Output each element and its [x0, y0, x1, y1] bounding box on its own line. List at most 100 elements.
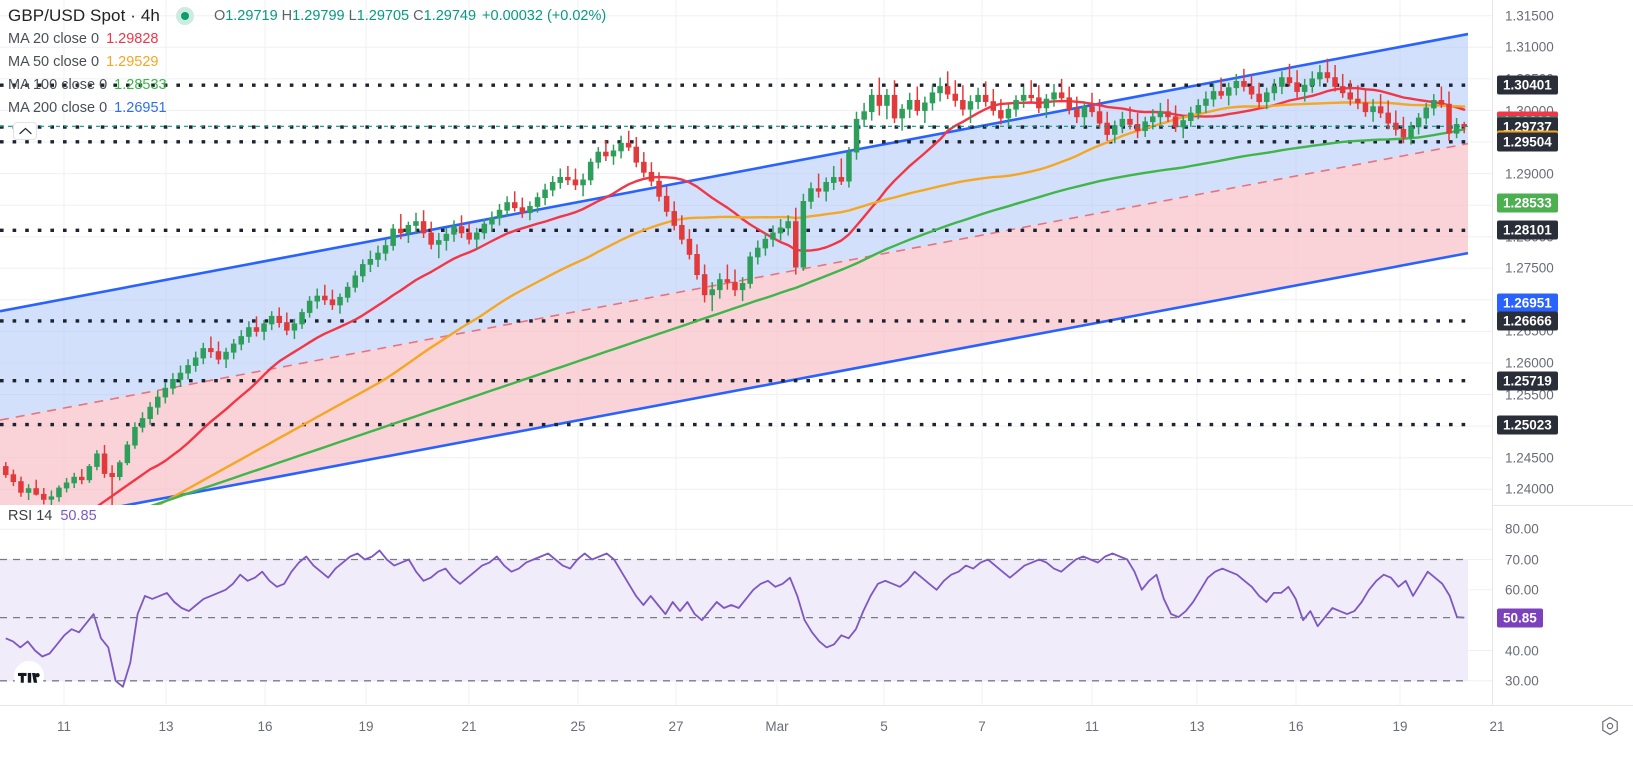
- candle: [192, 357, 199, 366]
- candle: [1188, 112, 1194, 121]
- candle: [831, 176, 837, 183]
- rsi-indicator-plot[interactable]: [0, 505, 1492, 705]
- candle: [1271, 86, 1278, 94]
- candle: [534, 197, 541, 207]
- candle: [10, 474, 17, 483]
- candle: [1074, 108, 1080, 118]
- candle: [1005, 108, 1012, 119]
- candle: [1172, 116, 1179, 128]
- time-axis-label: 13: [158, 719, 174, 734]
- candle: [785, 221, 791, 229]
- candle: [276, 315, 282, 323]
- price-axis[interactable]: 1.315001.310001.305001.300001.295001.290…: [1492, 0, 1633, 705]
- candle: [952, 93, 959, 101]
- candle: [625, 142, 632, 148]
- candle: [79, 476, 85, 481]
- candle: [808, 188, 814, 202]
- candle: [246, 327, 252, 337]
- candle: [215, 351, 222, 360]
- chart-settings-icon[interactable]: [1599, 716, 1621, 738]
- candle: [1195, 105, 1202, 114]
- candle: [48, 496, 55, 500]
- candle: [435, 240, 442, 245]
- candle: [109, 472, 115, 477]
- candle: [982, 94, 989, 103]
- ascending-channel[interactable]: [0, 32, 1469, 505]
- candle: [998, 110, 1004, 119]
- price-tag-1.26666[interactable]: 1.26666: [1497, 311, 1558, 331]
- candle: [238, 336, 244, 345]
- candle: [914, 100, 921, 111]
- price-gridline-label: 1.24000: [1505, 481, 1554, 497]
- ma-100-line: [150, 128, 1466, 505]
- moving-average-lines[interactable]: [6, 86, 1466, 505]
- rsi-band: [0, 559, 1468, 681]
- candle: [390, 228, 396, 246]
- candle: [1112, 125, 1118, 135]
- price-tag-1.28533[interactable]: 1.28533: [1497, 193, 1558, 213]
- candle: [101, 453, 108, 474]
- candle: [261, 323, 267, 332]
- candle: [124, 444, 131, 464]
- candle: [375, 252, 381, 260]
- candle: [71, 476, 77, 484]
- candle: [671, 211, 678, 226]
- candle: [557, 176, 564, 183]
- candle: [86, 466, 93, 481]
- time-axis-label: 27: [668, 719, 684, 734]
- candle: [223, 351, 229, 360]
- candle: [322, 295, 328, 301]
- candle: [1362, 102, 1369, 113]
- candle: [747, 256, 753, 284]
- price-tag-1.28101[interactable]: 1.28101: [1497, 220, 1558, 240]
- rsi-gridline-label: 40.00: [1505, 643, 1539, 658]
- candle: [367, 258, 374, 265]
- candle: [382, 245, 389, 254]
- price-chart-plot[interactable]: [0, 0, 1492, 505]
- collapse-legend-button[interactable]: [13, 122, 37, 140]
- candle: [337, 296, 343, 306]
- candle: [1377, 106, 1384, 114]
- candle: [1355, 98, 1361, 104]
- horizontal-levels[interactable]: [0, 83, 1468, 427]
- candle: [299, 312, 305, 325]
- candle: [1279, 77, 1285, 87]
- candle: [762, 238, 769, 249]
- candle: [1324, 72, 1331, 79]
- candle: [846, 151, 852, 182]
- time-axis[interactable]: 11 13 16 19 21 25 27 Mar 5 7 11 13 16 19 21: [0, 705, 1633, 760]
- candle: [162, 387, 169, 398]
- candle: [284, 322, 290, 331]
- candlestick-series[interactable]: [3, 58, 1467, 505]
- rsi-tag-50.85[interactable]: 50.85: [1497, 608, 1543, 628]
- price-tag-1.25023[interactable]: 1.25023: [1497, 415, 1558, 435]
- candle: [1233, 81, 1240, 89]
- price-tag-1.25719[interactable]: 1.25719: [1497, 371, 1558, 391]
- candle: [1431, 100, 1437, 109]
- candle: [527, 205, 533, 214]
- time-axis-label: 7: [978, 719, 986, 734]
- candle: [1028, 94, 1035, 99]
- candle: [56, 487, 62, 498]
- candle: [185, 365, 191, 374]
- ma-20-line: [97, 86, 1466, 505]
- candle: [1256, 93, 1262, 103]
- price-tag-1.29504[interactable]: 1.29504: [1497, 132, 1558, 152]
- candle: [603, 151, 609, 157]
- candle: [1370, 106, 1376, 113]
- candle: [268, 315, 275, 325]
- candle: [359, 264, 366, 277]
- candle: [519, 207, 526, 214]
- price-tag-1.30401[interactable]: 1.30401: [1497, 75, 1558, 95]
- price-gridline-label: 1.29000: [1505, 166, 1554, 182]
- tradingview-logo[interactable]: [14, 661, 44, 691]
- candle: [154, 396, 161, 408]
- candle: [709, 289, 716, 296]
- candle: [1134, 124, 1141, 132]
- candle: [25, 488, 32, 493]
- price-tag-1.26951[interactable]: 1.26951: [1497, 293, 1558, 313]
- candle: [823, 181, 829, 192]
- candle: [1180, 120, 1186, 128]
- candle: [975, 94, 981, 103]
